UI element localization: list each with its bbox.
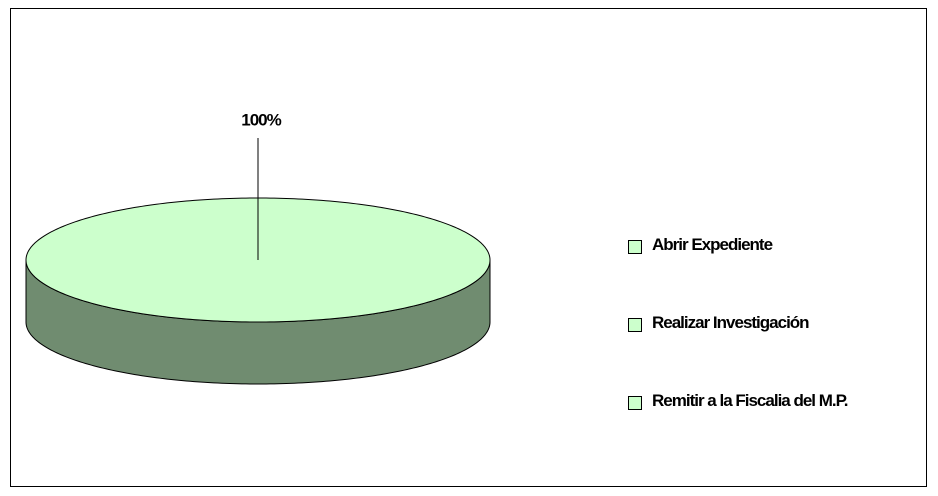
- pie-slice: [25, 197, 491, 323]
- legend-swatch: [628, 396, 642, 410]
- legend-label: Remitir a la Fiscalia del M.P.: [652, 391, 849, 410]
- legend-swatch: [628, 318, 642, 332]
- legend-item: Realizar Investigación: [628, 313, 928, 340]
- legend-swatch: [628, 240, 642, 254]
- legend-item: Remitir a la Fiscalia del M.P.: [628, 391, 928, 418]
- data-label: 100%: [241, 110, 281, 129]
- legend-label: Abrir Expediente: [652, 235, 773, 254]
- legend-item: Abrir Expediente: [628, 235, 928, 262]
- legend-label: Realizar Investigación: [652, 313, 810, 332]
